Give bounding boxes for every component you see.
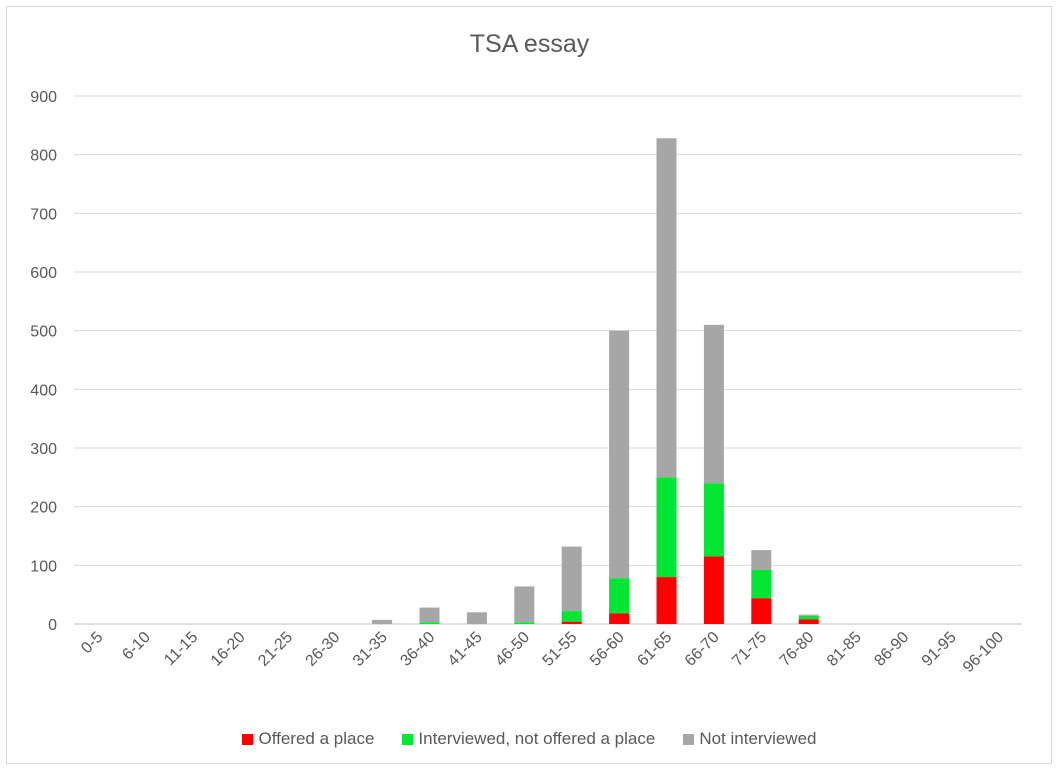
bar-segment [798, 619, 819, 624]
bar-segment [372, 619, 393, 624]
bar-segment [561, 546, 582, 612]
x-tick-label: 26-30 [303, 629, 344, 670]
x-tick-label: 71-75 [729, 629, 770, 670]
y-tick-label: 600 [30, 265, 57, 282]
legend-item: Interviewed, not offered a place [402, 729, 655, 749]
x-tick-label: 91-95 [919, 629, 960, 670]
x-tick-label: 0-5 [78, 629, 106, 657]
x-tick-label: 61-65 [634, 629, 675, 670]
bar-segment [751, 570, 772, 599]
bar-segment [751, 598, 772, 624]
bar-segment [656, 577, 677, 624]
x-tick-label: 11-15 [161, 629, 201, 669]
bar-segment [703, 483, 724, 557]
chart-title: TSA essay [469, 30, 590, 58]
bar-segment [466, 612, 487, 624]
bar-segment [703, 556, 724, 624]
x-tick-label: 81-85 [824, 629, 865, 670]
legend-label: Interviewed, not offered a place [418, 729, 656, 748]
bar-segment [561, 611, 582, 622]
bar-segment [514, 622, 535, 624]
legend-swatch [402, 733, 414, 745]
x-tick-label: 96-100 [960, 629, 1007, 676]
legend-label: Not interviewed [699, 729, 817, 748]
bar-segment [656, 477, 677, 578]
y-tick-label: 100 [30, 558, 57, 575]
x-tick-label: 76-80 [777, 629, 818, 670]
x-tick-label: 31-35 [350, 629, 391, 670]
y-tick-label: 900 [30, 89, 57, 106]
legend-item: Not interviewed [683, 729, 817, 749]
x-tick-label: 16-20 [208, 629, 249, 670]
x-tick-label: 6-10 [119, 629, 154, 664]
x-tick-label: 41-45 [445, 629, 486, 670]
bar-segment [609, 578, 630, 614]
y-tick-label: 500 [30, 324, 57, 341]
legend-swatch [242, 733, 254, 745]
bar-segment [609, 330, 630, 579]
x-tick-label: 51-55 [540, 629, 581, 670]
bar-segment [703, 324, 724, 484]
x-tick-label: 86-90 [871, 629, 912, 670]
y-tick-label: 200 [30, 500, 57, 517]
x-tick-label: 66-70 [682, 629, 723, 670]
bar-segment [609, 613, 630, 624]
bar-segment [514, 586, 535, 623]
legend: Offered a place Interviewed, not offered … [0, 729, 1059, 749]
y-tick-label: 300 [30, 441, 57, 458]
bar-segment [798, 614, 819, 616]
bar-segment [561, 621, 582, 624]
y-tick-label: 0 [48, 617, 57, 634]
bar-segment [798, 615, 819, 620]
x-tick-label: 56-60 [587, 629, 628, 670]
chart-area [6, 6, 1052, 764]
x-tick-label: 21-25 [255, 629, 296, 670]
bar-segment [751, 550, 772, 571]
y-tick-label: 400 [30, 382, 57, 399]
legend-label: Offered a place [258, 729, 375, 748]
y-tick-label: 800 [30, 148, 57, 165]
legend-swatch [683, 733, 695, 745]
bar-segment [419, 607, 440, 623]
legend-item: Offered a place [242, 729, 374, 749]
y-tick-label: 700 [30, 206, 57, 223]
x-tick-label: 36-40 [397, 629, 438, 670]
bar-segment [419, 622, 440, 624]
bar-segment [656, 138, 677, 478]
x-tick-label: 46-50 [492, 629, 533, 670]
